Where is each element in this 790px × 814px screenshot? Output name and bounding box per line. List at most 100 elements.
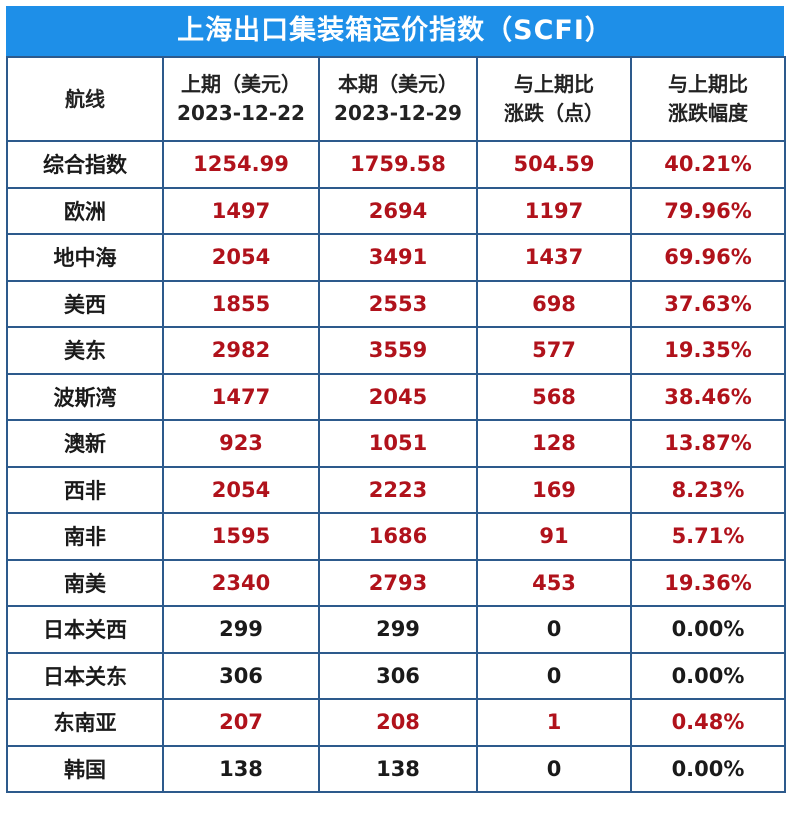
- pct-cell: 38.46%: [630, 372, 786, 421]
- change-cell: 169: [476, 465, 632, 514]
- header-curr-date: 2023-12-29: [334, 101, 462, 125]
- change-cell: 1: [476, 698, 632, 747]
- table-body: 航线 上期（美元） 2023-12-22 本期（美元） 2023-12-29 与…: [6, 56, 786, 793]
- curr-value-cell: 2223: [318, 465, 478, 514]
- route-cell: 综合指数: [6, 140, 164, 189]
- table-row: 日本关东 306 306 0 0.00%: [6, 651, 786, 700]
- curr-value-cell: 2793: [318, 558, 478, 607]
- prev-value-cell: 2054: [162, 233, 320, 282]
- pct-cell: 40.21%: [630, 140, 786, 189]
- prev-value-cell: 1497: [162, 186, 320, 235]
- route-cell: 地中海: [6, 233, 164, 282]
- table-row: 澳新 923 1051 128 13.87%: [6, 419, 786, 468]
- route-cell: 日本关东: [6, 651, 164, 700]
- header-row: 航线 上期（美元） 2023-12-22 本期（美元） 2023-12-29 与…: [6, 56, 786, 142]
- change-cell: 0: [476, 744, 632, 793]
- change-cell: 0: [476, 605, 632, 654]
- curr-value-cell: 2694: [318, 186, 478, 235]
- prev-value-cell: 207: [162, 698, 320, 747]
- curr-value-cell: 1686: [318, 512, 478, 561]
- prev-value-cell: 138: [162, 744, 320, 793]
- pct-cell: 37.63%: [630, 279, 786, 328]
- header-change-line2: 涨跌（点）: [504, 101, 604, 125]
- route-cell: 东南亚: [6, 698, 164, 747]
- scfi-table-card: 上海出口集装箱运价指数（SCFI） 航线 上期（美元） 2023-12-22 本…: [6, 6, 786, 793]
- header-route-label: 航线: [65, 86, 105, 111]
- route-cell: 澳新: [6, 419, 164, 468]
- header-prev-label: 上期（美元）: [181, 72, 301, 96]
- change-cell: 568: [476, 372, 632, 421]
- route-cell: 南美: [6, 558, 164, 607]
- route-cell: 欧洲: [6, 186, 164, 235]
- prev-value-cell: 306: [162, 651, 320, 700]
- prev-value-cell: 923: [162, 419, 320, 468]
- prev-value-cell: 1477: [162, 372, 320, 421]
- pct-cell: 0.48%: [630, 698, 786, 747]
- pct-cell: 19.35%: [630, 326, 786, 375]
- pct-cell: 19.36%: [630, 558, 786, 607]
- table-row: 美西 1855 2553 698 37.63%: [6, 279, 786, 328]
- prev-value-cell: 2054: [162, 465, 320, 514]
- change-cell: 698: [476, 279, 632, 328]
- change-cell: 453: [476, 558, 632, 607]
- route-cell: 韩国: [6, 744, 164, 793]
- curr-value-cell: 1051: [318, 419, 478, 468]
- header-cell-pct: 与上期比 涨跌幅度: [630, 56, 786, 142]
- prev-value-cell: 1254.99: [162, 140, 320, 189]
- pct-cell: 69.96%: [630, 233, 786, 282]
- change-cell: 1197: [476, 186, 632, 235]
- curr-value-cell: 1759.58: [318, 140, 478, 189]
- prev-value-cell: 2340: [162, 558, 320, 607]
- route-cell: 南非: [6, 512, 164, 561]
- table-row: 日本关西 299 299 0 0.00%: [6, 605, 786, 654]
- pct-cell: 0.00%: [630, 605, 786, 654]
- header-cell-curr: 本期（美元） 2023-12-29: [318, 56, 478, 142]
- curr-value-cell: 208: [318, 698, 478, 747]
- curr-value-cell: 3491: [318, 233, 478, 282]
- pct-cell: 13.87%: [630, 419, 786, 468]
- table-row: 东南亚 207 208 1 0.48%: [6, 698, 786, 747]
- header-cell-change: 与上期比 涨跌（点）: [476, 56, 632, 142]
- route-cell: 美西: [6, 279, 164, 328]
- table-title: 上海出口集装箱运价指数（SCFI）: [6, 6, 784, 56]
- header-change-line1: 与上期比: [514, 72, 594, 96]
- header-cell-prev: 上期（美元） 2023-12-22: [162, 56, 320, 142]
- table-row: 南美 2340 2793 453 19.36%: [6, 558, 786, 607]
- change-cell: 128: [476, 419, 632, 468]
- change-cell: 0: [476, 651, 632, 700]
- table-row: 波斯湾 1477 2045 568 38.46%: [6, 372, 786, 421]
- pct-cell: 0.00%: [630, 744, 786, 793]
- table-row: 美东 2982 3559 577 19.35%: [6, 326, 786, 375]
- curr-value-cell: 2553: [318, 279, 478, 328]
- change-cell: 1437: [476, 233, 632, 282]
- table-row: 韩国 138 138 0 0.00%: [6, 744, 786, 793]
- pct-cell: 0.00%: [630, 651, 786, 700]
- prev-value-cell: 2982: [162, 326, 320, 375]
- table-row: 欧洲 1497 2694 1197 79.96%: [6, 186, 786, 235]
- change-cell: 91: [476, 512, 632, 561]
- pct-cell: 8.23%: [630, 465, 786, 514]
- curr-value-cell: 2045: [318, 372, 478, 421]
- pct-cell: 79.96%: [630, 186, 786, 235]
- scfi-table: 航线 上期（美元） 2023-12-22 本期（美元） 2023-12-29 与…: [6, 56, 786, 793]
- header-curr-label: 本期（美元）: [338, 72, 458, 96]
- curr-value-cell: 3559: [318, 326, 478, 375]
- change-cell: 504.59: [476, 140, 632, 189]
- route-cell: 美东: [6, 326, 164, 375]
- curr-value-cell: 299: [318, 605, 478, 654]
- header-cell-route: 航线: [6, 56, 164, 142]
- route-cell: 西非: [6, 465, 164, 514]
- table-row: 综合指数 1254.99 1759.58 504.59 40.21%: [6, 140, 786, 189]
- route-cell: 波斯湾: [6, 372, 164, 421]
- header-prev-date: 2023-12-22: [177, 101, 305, 125]
- pct-cell: 5.71%: [630, 512, 786, 561]
- table-row: 地中海 2054 3491 1437 69.96%: [6, 233, 786, 282]
- prev-value-cell: 1855: [162, 279, 320, 328]
- curr-value-cell: 138: [318, 744, 478, 793]
- table-row: 南非 1595 1686 91 5.71%: [6, 512, 786, 561]
- curr-value-cell: 306: [318, 651, 478, 700]
- prev-value-cell: 1595: [162, 512, 320, 561]
- table-row: 西非 2054 2223 169 8.23%: [6, 465, 786, 514]
- header-pct-line2: 涨跌幅度: [668, 101, 748, 125]
- prev-value-cell: 299: [162, 605, 320, 654]
